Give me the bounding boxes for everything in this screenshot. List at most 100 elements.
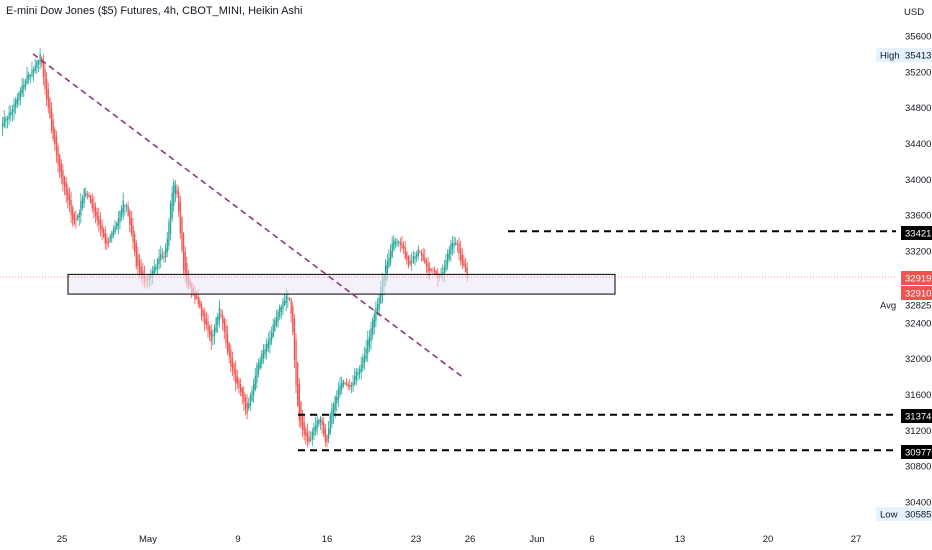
candle-body <box>328 428 330 439</box>
candle-body <box>106 238 108 245</box>
candle-body <box>251 390 253 401</box>
candle-body <box>85 192 87 197</box>
candle-body <box>388 257 390 268</box>
candle-body <box>445 260 447 271</box>
candle-body <box>319 418 322 423</box>
price-tag-label: Low <box>880 510 898 521</box>
candle-body <box>99 220 102 230</box>
candle-body <box>207 321 209 332</box>
candle-body <box>376 304 379 315</box>
candle-body <box>406 252 408 261</box>
candle-body <box>422 254 424 261</box>
candle-body <box>124 205 126 207</box>
candle-body <box>246 402 248 414</box>
candle-body <box>235 369 237 384</box>
candle-body <box>244 397 247 409</box>
candle-body <box>427 263 429 272</box>
candle-body <box>292 306 294 332</box>
candle-body <box>42 60 45 77</box>
candle-body <box>76 215 79 220</box>
candle-body <box>26 75 28 84</box>
candle-body <box>109 235 111 242</box>
y-tick-label: 32000 <box>905 354 931 365</box>
candle-body <box>24 80 27 88</box>
candle-body <box>19 89 22 97</box>
candle-body <box>83 189 85 204</box>
candle-body <box>257 362 260 375</box>
candle-body <box>96 211 98 221</box>
candle-body <box>297 362 299 406</box>
candle-body <box>217 316 219 325</box>
candle-body <box>140 266 142 274</box>
candle-body <box>323 422 325 436</box>
candle-body <box>90 195 92 203</box>
candle-body <box>416 253 418 258</box>
candle-body <box>239 383 242 392</box>
candle-body <box>158 256 160 264</box>
candle-body <box>86 194 89 196</box>
candle-body <box>213 327 216 336</box>
x-tick-label: 27 <box>851 534 862 545</box>
candle-body <box>153 267 155 274</box>
candle-body <box>132 225 134 243</box>
candle-body <box>313 427 315 436</box>
candle-body <box>336 397 338 404</box>
candle-body <box>401 243 403 249</box>
candle-body <box>18 93 20 101</box>
candle-body <box>279 307 281 317</box>
candle-body <box>295 339 297 386</box>
candle-body <box>293 319 296 361</box>
candle-body <box>218 307 221 321</box>
candle-body <box>197 296 199 305</box>
candle-body <box>36 61 38 69</box>
candle-body <box>91 199 93 209</box>
candle-body <box>446 253 449 266</box>
price-axis[interactable]: USD 35600 35200 34800 34400 34000 33600 33200 32… <box>904 7 931 509</box>
candle-body <box>16 97 18 104</box>
candle-body <box>259 359 261 369</box>
candle-body <box>282 301 284 310</box>
candle-body <box>321 420 323 425</box>
candle-body <box>456 243 459 245</box>
candle-body <box>352 382 354 386</box>
price-tag-badge <box>901 271 932 285</box>
candle-body <box>135 242 137 267</box>
candle-body <box>155 266 157 271</box>
candle-body <box>222 314 224 324</box>
candle-body <box>166 238 168 253</box>
candle-body <box>171 192 173 219</box>
candle-body <box>52 119 54 140</box>
candle-body <box>435 271 437 275</box>
candle-body <box>453 243 455 246</box>
candle-body <box>72 207 74 220</box>
candle-body <box>78 212 80 218</box>
candle-body <box>347 383 349 387</box>
candle-body <box>270 332 273 342</box>
candle-body <box>378 297 380 310</box>
candle-body <box>393 239 395 250</box>
candle-body <box>385 265 387 282</box>
candle-body <box>448 249 450 260</box>
x-tick-label: Jun <box>529 534 544 545</box>
time-axis[interactable]: 25 May 9 16 23 26 Jun 6 13 20 27 <box>57 534 862 545</box>
candle-body <box>402 245 405 249</box>
candle-body <box>111 232 113 239</box>
candle-body <box>230 349 232 367</box>
candle-body <box>10 111 12 116</box>
price-tag-badge <box>901 226 932 240</box>
candle-body <box>236 376 239 384</box>
candle-body <box>243 392 245 402</box>
candle-body <box>298 383 300 421</box>
price-tag-value: 30585 <box>905 510 931 521</box>
price-tag-value: 35413 <box>905 51 931 62</box>
currency-label: USD <box>904 7 924 18</box>
candle-body <box>409 261 411 265</box>
candle-body <box>389 251 392 263</box>
candle-body <box>80 201 82 215</box>
candle-body <box>386 261 388 274</box>
candle-body <box>267 341 269 348</box>
candle-body <box>47 89 49 108</box>
candle-body <box>432 269 434 271</box>
candle-body <box>117 218 120 227</box>
